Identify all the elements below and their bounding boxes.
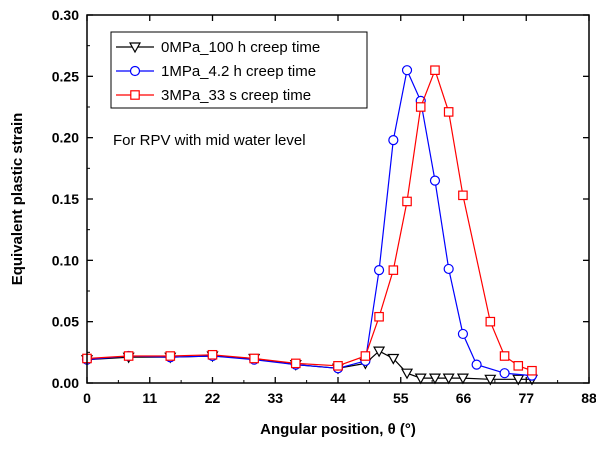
data-point <box>499 368 510 379</box>
data-point <box>513 361 524 371</box>
y-tick-labels: 0.00 0.05 0.10 0.15 0.20 0.25 0.30 <box>52 7 79 391</box>
y-tick-label: 0.10 <box>52 252 79 268</box>
data-point <box>430 65 440 75</box>
legend-label: 0MPa_100 h creep time <box>161 39 320 56</box>
data-point <box>484 374 497 386</box>
data-point <box>373 265 385 276</box>
y-tick-label: 0.00 <box>52 375 79 391</box>
data-point <box>249 353 259 364</box>
data-point <box>207 349 218 360</box>
x-tick-label: 77 <box>518 390 534 406</box>
legend-label: 3MPa_33 s creep time <box>161 87 311 104</box>
data-point <box>388 135 399 146</box>
y-tick-label: 0.30 <box>52 7 79 23</box>
series-line <box>86 68 533 377</box>
x-axis-title: Angular position, θ (°) <box>260 421 416 438</box>
x-tick-label: 44 <box>330 390 346 406</box>
series-layer <box>80 65 538 386</box>
y-axis-title: Equivalent plastic strain <box>9 113 26 286</box>
legend-marker <box>130 90 140 100</box>
data-point <box>123 351 134 361</box>
data-point <box>443 263 454 275</box>
legend-entry: 3MPa_33 s creep time <box>116 87 311 104</box>
data-point <box>428 373 441 385</box>
data-point <box>401 368 414 380</box>
data-point <box>415 102 426 112</box>
data-point <box>360 351 371 361</box>
data-point <box>373 346 386 358</box>
data-point <box>456 373 469 385</box>
y-tick-label: 0.25 <box>52 68 79 84</box>
legend-marker <box>128 42 142 54</box>
data-point <box>388 265 399 275</box>
data-point <box>485 316 496 327</box>
data-point <box>512 374 525 386</box>
chart-annotation: For RPV with mid water level <box>113 132 306 149</box>
legend-entry: 0MPa_100 h creep time <box>116 39 320 56</box>
legend: 0MPa_100 h creep time 1MPa_4.2 h creep ti… <box>110 31 368 109</box>
x-tick-label: 55 <box>393 390 409 406</box>
data-point <box>458 190 468 201</box>
series-square <box>82 65 537 376</box>
data-point <box>499 351 510 361</box>
plot-frame <box>86 14 590 384</box>
legend-entry: 1MPa_4.2 h creep time <box>116 63 316 80</box>
x-tick-label: 11 <box>142 390 157 406</box>
x-tick-label: 66 <box>456 390 472 406</box>
data-point <box>290 358 301 369</box>
data-point <box>387 353 400 365</box>
y-tick-label: 0.20 <box>52 130 79 146</box>
data-point <box>165 351 176 361</box>
data-point <box>457 328 469 340</box>
data-point <box>402 196 412 207</box>
data-point <box>414 373 427 385</box>
x-tick-labels: 0 11 22 33 44 55 66 77 88 <box>83 390 596 406</box>
data-point <box>442 373 455 385</box>
y-tick-label: 0.05 <box>52 314 79 330</box>
data-point <box>429 175 441 186</box>
y-tick-label: 0.15 <box>52 191 79 207</box>
data-point <box>333 361 343 371</box>
series-line <box>86 68 533 372</box>
data-point <box>374 311 384 322</box>
legend-label: 1MPa_4.2 h creep time <box>161 63 316 80</box>
legend-marker <box>129 65 141 77</box>
data-point <box>471 359 482 370</box>
data-point <box>443 107 454 117</box>
data-point <box>401 65 413 76</box>
x-tick-label: 22 <box>205 390 221 406</box>
x-tick-label: 33 <box>267 390 283 406</box>
legend-items: 0MPa_100 h creep time 1MPa_4.2 h creep ti… <box>116 39 320 104</box>
data-point <box>527 365 537 376</box>
x-tick-label: 88 <box>581 390 596 406</box>
x-tick-label: 0 <box>83 390 91 406</box>
